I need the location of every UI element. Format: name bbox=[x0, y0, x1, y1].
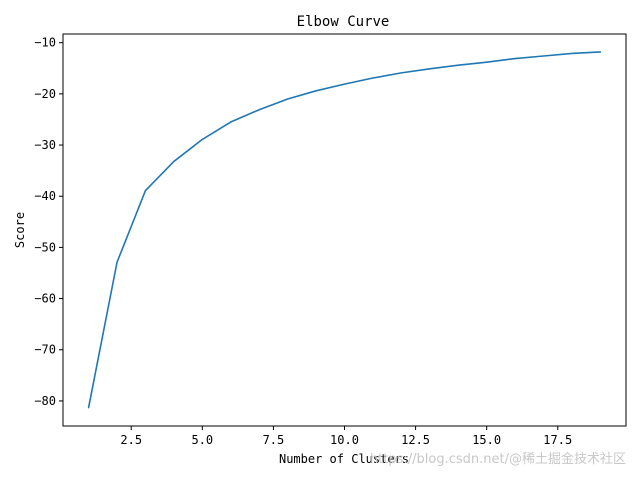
y-axis-ticks: −80 −70 −60 −50 −40 −30 −20 −10 bbox=[34, 36, 63, 408]
y-axis-title: Score bbox=[13, 212, 27, 248]
y-tick-label: −40 bbox=[34, 189, 56, 203]
watermark: https://blog.csdn.net/@稀土掘金技术社区 bbox=[370, 451, 626, 467]
x-axis-ticks: 2.5 5.0 7.5 10.0 12.5 15.0 17.5 bbox=[120, 426, 572, 447]
y-tick-label: −70 bbox=[34, 343, 56, 357]
x-tick-label: 7.5 bbox=[263, 433, 285, 447]
x-tick-label: 2.5 bbox=[120, 433, 142, 447]
x-tick-label: 12.5 bbox=[401, 433, 430, 447]
chart-title: Elbow Curve bbox=[297, 14, 390, 30]
y-tick-label: −20 bbox=[34, 87, 56, 101]
y-tick-label: −80 bbox=[34, 394, 56, 408]
series-layer bbox=[87, 51, 602, 409]
y-tick-label: −30 bbox=[34, 138, 56, 152]
plot-frame bbox=[62, 33, 627, 427]
y-tick-label: −50 bbox=[34, 240, 56, 254]
series-line bbox=[87, 51, 602, 409]
x-tick-label: 15.0 bbox=[472, 433, 501, 447]
y-tick-label: −10 bbox=[34, 36, 56, 50]
x-tick-label: 17.5 bbox=[543, 433, 572, 447]
y-tick-label: −60 bbox=[34, 292, 56, 306]
x-tick-label: 5.0 bbox=[191, 433, 213, 447]
x-axis-title: Number of Clusters bbox=[279, 452, 409, 466]
x-tick-label: 10.0 bbox=[330, 433, 359, 447]
